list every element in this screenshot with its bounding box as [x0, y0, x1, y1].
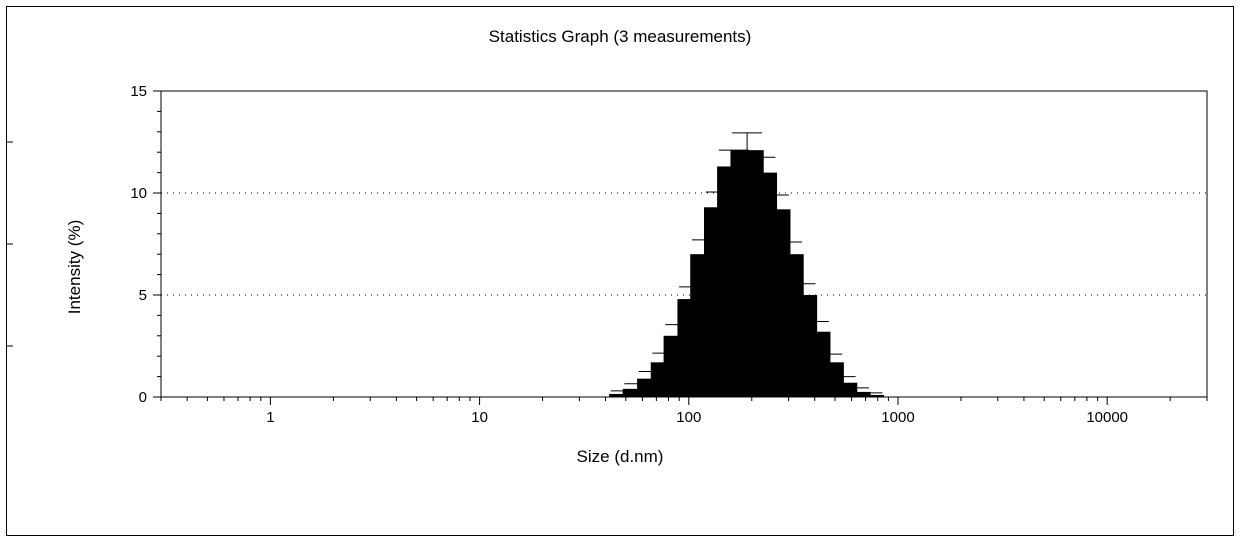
plot-svg: 0 5 10 15 1 10 100 1000 10000: [7, 7, 1235, 447]
svg-text:10000: 10000: [1086, 409, 1128, 426]
svg-text:0: 0: [139, 389, 147, 406]
svg-text:15: 15: [130, 83, 147, 100]
chart-frame: Statistics Graph (3 measurements) Intens…: [6, 6, 1234, 536]
svg-text:10: 10: [471, 409, 488, 426]
x-axis-label: Size (d.nm): [7, 447, 1233, 467]
svg-text:10: 10: [130, 185, 147, 202]
svg-text:1000: 1000: [881, 409, 914, 426]
svg-text:100: 100: [676, 409, 701, 426]
svg-text:1: 1: [266, 409, 274, 426]
svg-text:5: 5: [139, 287, 147, 304]
